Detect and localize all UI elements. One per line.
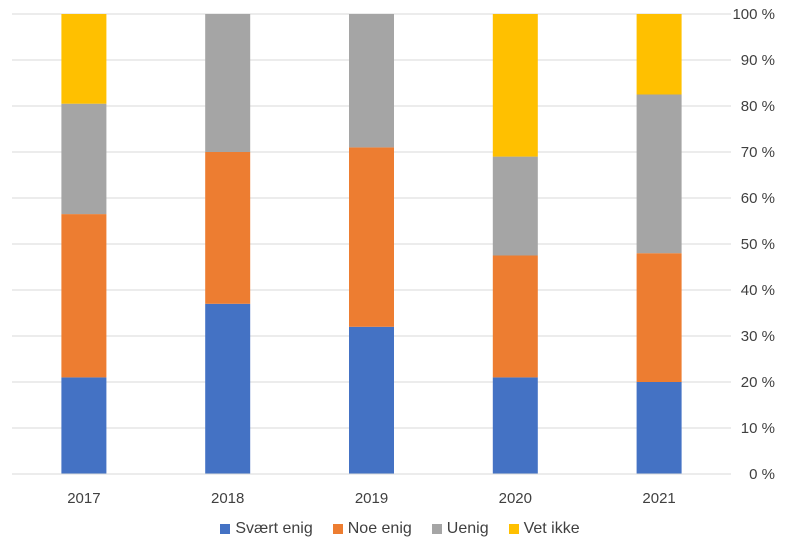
y-tick-label: 80 % <box>741 98 775 115</box>
bar-segment <box>636 382 682 474</box>
bar-stack-2017 <box>61 14 107 474</box>
x-tick-labels: 2017 2018 2019 2020 2021 <box>67 490 676 507</box>
y-tick-label: 30 % <box>741 328 775 345</box>
y-tick-label: 10 % <box>741 420 775 437</box>
y-tick-label: 70 % <box>741 144 775 161</box>
y-tick-label: 100 % <box>732 6 775 23</box>
y-tick-label: 60 % <box>741 190 775 207</box>
legend-swatch <box>332 524 343 534</box>
x-tick-label: 2021 <box>642 490 675 507</box>
y-tick-label: 40 % <box>741 282 775 299</box>
x-tick-label: 2019 <box>355 490 388 507</box>
bar-segment <box>492 14 538 157</box>
bar-segment <box>205 303 251 474</box>
bar-segment <box>349 14 394 148</box>
legend-swatch <box>431 524 442 534</box>
legend-label: Uenig <box>446 520 489 537</box>
bar-segment <box>636 94 682 254</box>
y-tick-label: 20 % <box>741 374 775 391</box>
bar-segment <box>492 255 538 378</box>
bar-segment <box>61 14 107 104</box>
bar-segment <box>349 147 394 327</box>
bar-segment <box>636 253 682 382</box>
legend-item-uenig: Uenig <box>431 520 489 538</box>
bar-segment <box>492 156 538 256</box>
bar-stack-2020 <box>492 14 538 474</box>
legend: Svært enig Noe enig Uenig Vet ikke <box>0 520 800 538</box>
legend-item-vet-ikke: Vet ikke <box>508 520 580 538</box>
bar-segment <box>205 152 251 304</box>
bar-segment <box>349 326 394 474</box>
x-tick-label: 2018 <box>211 490 244 507</box>
bar-stack-2018 <box>205 14 251 474</box>
bar-segment <box>61 214 107 378</box>
bar-segment <box>492 377 538 474</box>
bar-segment <box>636 14 682 95</box>
bar-segment <box>61 377 107 474</box>
stacked-bar-chart: 2017 2018 2019 2020 2021 0 % 10 % 20 % 30 % 40 %… <box>12 6 775 507</box>
y-tick-label: 0 % <box>749 466 775 483</box>
bar-stack-2021 <box>636 14 682 474</box>
legend-swatch <box>508 524 519 534</box>
legend-label: Svært enig <box>235 520 313 537</box>
legend-label: Vet ikke <box>523 520 580 537</box>
x-tick-label: 2020 <box>499 490 532 507</box>
legend-label: Noe enig <box>347 520 412 537</box>
bar-segment <box>61 103 107 215</box>
y-tick-labels: 0 % 10 % 20 % 30 % 40 % 50 % 60 % 70 % 80 % 90 % 1… <box>732 6 775 483</box>
bar-stack-2019 <box>349 14 394 474</box>
y-tick-label: 90 % <box>741 52 775 69</box>
y-tick-label: 50 % <box>741 236 775 253</box>
legend-swatch <box>220 524 231 534</box>
bar-stacks <box>61 14 682 474</box>
bar-segment <box>205 14 251 152</box>
x-tick-label: 2017 <box>67 490 100 507</box>
legend-item-svaert-enig: Svært enig <box>220 520 313 538</box>
legend-item-noe-enig: Noe enig <box>332 520 412 538</box>
